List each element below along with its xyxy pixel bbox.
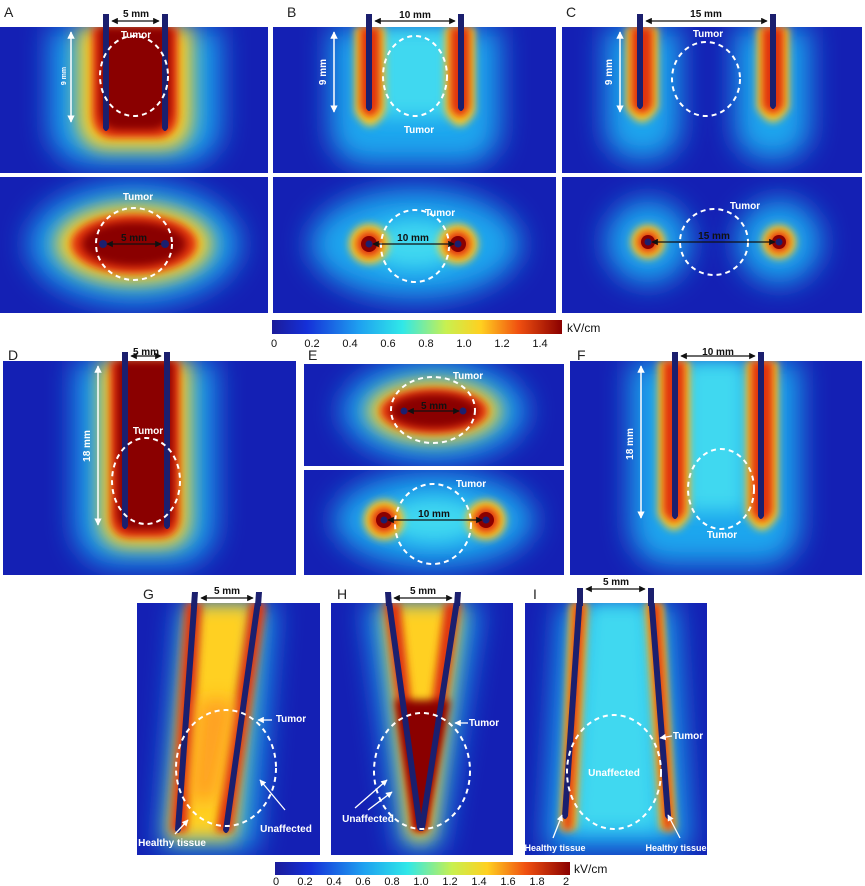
colorbar-bottom-tick: 0.4 (326, 876, 341, 886)
panel-h-tumor-label: Tumor (469, 718, 499, 729)
panel-d-depth-label: 18 mm (82, 430, 93, 462)
panel-i-healthy-right-label: Healthy tissue (645, 843, 706, 853)
panel-c-tumor-label: Tumor (693, 29, 723, 40)
panel-h (331, 592, 513, 855)
panel-d-letter: D (8, 347, 18, 363)
panel-a-bottom-tumor-label: Tumor (123, 192, 153, 203)
panel-d-tumor-label: Tumor (133, 426, 163, 437)
panel-e-top-spacing-label: 5 mm (421, 401, 447, 412)
panel-h-unaffected-label: Unaffected (342, 814, 394, 825)
colorbar-top-tick: 0.2 (304, 338, 319, 350)
colorbar-bottom-gradient (275, 862, 570, 875)
colorbar-top-tick: 1.2 (494, 338, 509, 350)
panel-i-letter: I (533, 586, 537, 602)
panel-a-spacing-label: 5 mm (123, 9, 149, 20)
panel-g (137, 592, 320, 855)
panel-c-bottom (562, 177, 862, 313)
colorbar-bottom-tick: 2 (563, 876, 569, 886)
panel-c-bottom-tumor-label: Tumor (730, 201, 760, 212)
panel-g-letter: G (143, 586, 154, 602)
panel-b-letter: B (287, 4, 296, 20)
panel-i-unaffected-label: Unaffected (588, 768, 640, 779)
panel-f-spacing-label: 10 mm (702, 347, 734, 358)
colorbar-bottom-tick: 1.8 (529, 876, 544, 886)
colorbar-bottom-tick: 0 (273, 876, 279, 886)
panel-g-spacing-label: 5 mm (214, 586, 240, 597)
panel-h-letter: H (337, 586, 347, 602)
colorbar-top-unit: kV/cm (567, 321, 600, 335)
panel-g-tumor-label: Tumor (276, 714, 306, 725)
panel-c-letter: C (566, 4, 576, 20)
panel-b-depth-label: 9 mm (318, 59, 329, 85)
panel-d (3, 352, 296, 575)
panel-a-tumor-label: Tumor (121, 30, 151, 41)
colorbar-top-tick: 1.0 (456, 338, 471, 350)
panel-c-top (562, 14, 862, 173)
panel-b-top (273, 14, 556, 173)
panel-g-healthy-label: Healthy tissue (138, 838, 206, 849)
panel-b-bottom-spacing-label: 10 mm (397, 233, 429, 244)
panel-a-letter: A (4, 4, 14, 20)
panel-e-bottom-spacing-label: 10 mm (418, 509, 450, 520)
panel-a-bottom (0, 177, 268, 313)
colorbar-bottom-tick: 1.2 (442, 876, 457, 886)
panel-f-depth-label: 18 mm (625, 428, 636, 460)
colorbar-top: kV/cm 0 0.2 0.4 0.6 0.8 1.0 1.2 1.4 (271, 320, 600, 350)
panel-a-bottom-spacing-label: 5 mm (121, 233, 147, 244)
panel-f-tumor-label: Tumor (707, 530, 737, 541)
colorbar-top-tick: 0 (271, 338, 277, 350)
panel-e-top-tumor-label: Tumor (453, 371, 483, 382)
panel-a-depth-label: 9 mm (61, 67, 68, 85)
panel-b-spacing-label: 10 mm (399, 10, 431, 21)
colorbar-top-tick: 0.6 (380, 338, 395, 350)
panel-i-tumor-label: Tumor (673, 731, 703, 742)
panel-f-letter: F (577, 347, 586, 363)
panel-e-bottom-tumor-label: Tumor (456, 479, 486, 490)
panel-e-letter: E (308, 347, 317, 363)
colorbar-bottom-unit: kV/cm (574, 862, 607, 876)
panel-i-spacing-label: 5 mm (603, 577, 629, 588)
colorbar-bottom-ticks: 0 0.2 0.4 0.6 0.8 1.0 1.2 1.4 1.6 1.8 2 (273, 876, 569, 886)
colorbar-bottom-tick: 1.0 (413, 876, 428, 886)
colorbar-top-ticks: 0 0.2 0.4 0.6 0.8 1.0 1.2 1.4 (271, 338, 548, 350)
panel-c-spacing-label: 15 mm (690, 9, 722, 20)
panel-a-top (0, 14, 268, 173)
colorbar-bottom-tick: 0.8 (384, 876, 399, 886)
colorbar-top-gradient (272, 320, 562, 334)
colorbar-bottom-tick: 0.2 (297, 876, 312, 886)
panel-h-spacing-label: 5 mm (410, 586, 436, 597)
colorbar-top-tick: 0.8 (418, 338, 433, 350)
panel-b-bottom-tumor-label: Tumor (425, 208, 455, 219)
panel-i-healthy-left-label: Healthy tissue (524, 843, 585, 853)
panel-f (570, 352, 862, 575)
colorbar-bottom-tick: 1.4 (471, 876, 486, 886)
colorbar-top-tick: 1.4 (532, 338, 547, 350)
colorbar-bottom-tick: 1.6 (500, 876, 515, 886)
colorbar-bottom: kV/cm 0 0.2 0.4 0.6 0.8 1.0 1.2 1.4 1.6 … (273, 862, 607, 886)
colorbar-top-tick: 0.4 (342, 338, 357, 350)
panel-e-top (304, 364, 564, 466)
colorbar-bottom-tick: 0.6 (355, 876, 370, 886)
panel-e-bottom (304, 470, 564, 575)
panel-b-tumor-label: Tumor (404, 125, 434, 136)
panel-c-depth-label: 9 mm (604, 59, 615, 85)
panel-c-bottom-spacing-label: 15 mm (698, 231, 730, 242)
panel-b-bottom (273, 177, 556, 313)
panel-i (525, 588, 707, 855)
panel-d-spacing-label: 5 mm (133, 347, 159, 358)
panel-g-unaffected-label: Unaffected (260, 824, 312, 835)
